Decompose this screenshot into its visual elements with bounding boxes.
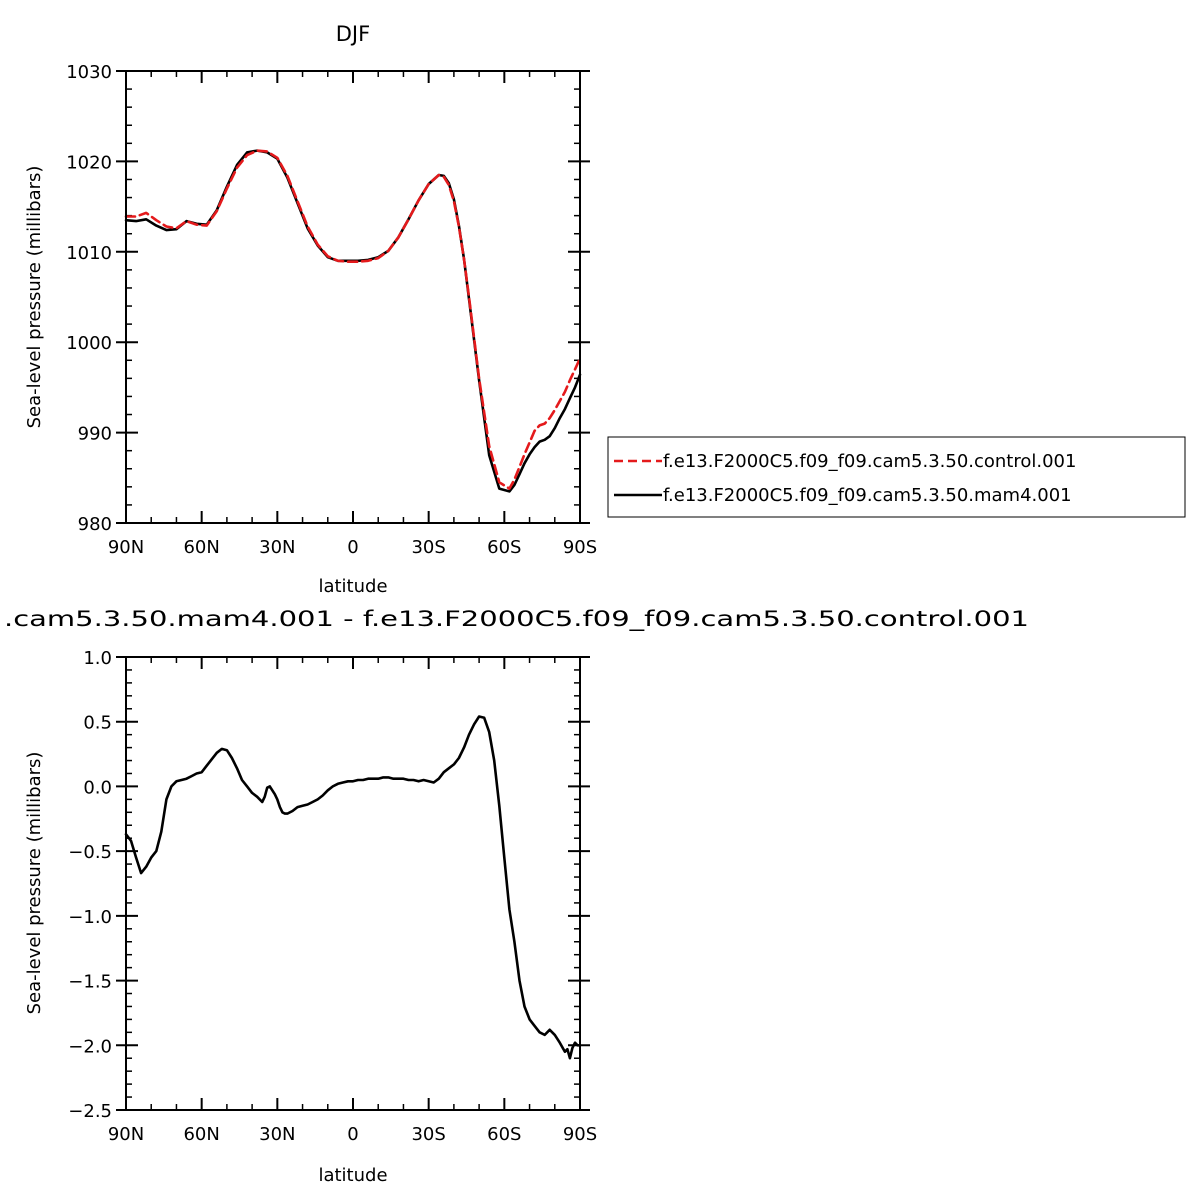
bottom-y-tick-label: −1.5 [68,972,112,993]
bottom-series-line-0 [124,715,582,1060]
top-x-axis-label: latitude [318,576,387,597]
bottom-panel: .cam5.3.50.mam4.001 - f.e13.F2000C5.f09_… [4,607,1029,1186]
top-x-tick-label: 30S [411,537,445,558]
bottom-x-tick-label: 30S [411,1124,445,1145]
top-series-group [124,149,582,493]
top-y-tick-label: 1000 [66,333,112,354]
top-x-tick-label: 90S [563,537,597,558]
legend: f.e13.F2000C5.f09_f09.cam5.3.50.control.… [607,436,1186,518]
top-series-line-0 [124,149,582,490]
bottom-x-tick-label: 90N [108,1124,144,1145]
top-x-tick-label: 90N [108,537,144,558]
top-plot-frame [125,70,581,524]
top-x-tick-label: 0 [347,537,358,558]
bottom-plot-frame [125,656,581,1111]
bottom-y-tick-label: −1.0 [68,907,112,928]
top-y-tick-label: 1010 [66,243,112,264]
top-chart-title: DJF [336,22,370,46]
top-y-tick-label: 980 [78,514,112,535]
top-x-tick-label: 60S [487,537,521,558]
top-x-tick-label: 60N [183,537,219,558]
top-y-tick-label: 1030 [66,62,112,83]
bottom-y-tick-label: −0.5 [68,842,112,863]
bottom-y-tick-label: −2.5 [68,1101,112,1122]
bottom-x-axis-label: latitude [318,1165,387,1186]
legend-label-mam4: f.e13.F2000C5.f09_f09.cam5.3.50.mam4.001 [663,485,1072,506]
bottom-series-group [124,715,582,1060]
top-y-axis-label: Sea-level pressure (millibars) [24,166,45,429]
top-panel: DJF Sea-level pressure (millibars) latit… [24,22,597,597]
bottom-x-tick-label: 30N [259,1124,295,1145]
bottom-x-tick-label: 60S [487,1124,521,1145]
bottom-x-tick-label: 0 [347,1124,358,1145]
bottom-y-tick-label: 0.0 [83,777,112,798]
top-x-tick-label: 30N [259,537,295,558]
bottom-y-axis-label: Sea-level pressure (millibars) [24,752,45,1015]
bottom-y-tick-label: 1.0 [83,648,112,669]
legend-box [607,436,1186,518]
top-y-tick-label: 1020 [66,152,112,173]
top-y-tick-label: 990 [78,424,112,445]
bottom-x-tick-label: 60N [183,1124,219,1145]
bottom-y-tick-label: 0.5 [83,713,112,734]
bottom-y-tick-label: −2.0 [68,1036,112,1057]
bottom-x-tick-label: 90S [563,1124,597,1145]
legend-label-control: f.e13.F2000C5.f09_f09.cam5.3.50.control.… [663,451,1076,472]
bottom-chart-title: .cam5.3.50.mam4.001 - f.e13.F2000C5.f09_… [4,607,1029,632]
